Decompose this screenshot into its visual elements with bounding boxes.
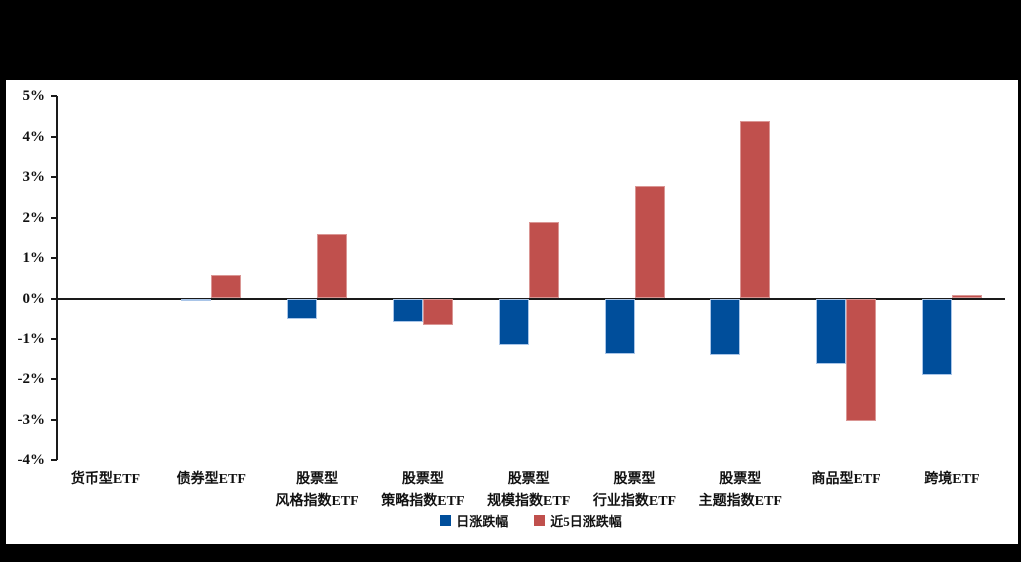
x-axis-category-label: 股票型 规模指数ETF [487, 472, 571, 509]
bar-5day-change-7 [846, 298, 877, 422]
y-axis-tick [51, 257, 57, 260]
bar-day-change-3 [392, 298, 423, 323]
x-axis-category-label: 股票型 主题指数ETF [698, 472, 782, 509]
y-axis-tick [51, 216, 57, 219]
bar-day-change-1 [181, 298, 212, 301]
x-axis-category-label: 股票型 策略指数ETF [381, 472, 465, 509]
legend-swatch-5day-change [534, 515, 546, 526]
plot-area: 5% 4% 3% 2% 1% 0% -1% -2% -3% -4% 货币型ETF 债券型ETF 股票型 … [6, 80, 1018, 544]
bar-5day-change-3 [422, 298, 453, 325]
legend: 日涨跌幅 近5日涨跌幅 [57, 511, 1005, 530]
x-axis-category-label: 商品型ETF [811, 472, 881, 487]
y-axis-tick-label: -4% [17, 452, 46, 469]
legend-label-day-change: 日涨跌幅 [456, 514, 509, 529]
y-axis-tick [51, 135, 57, 138]
x-axis-category-label: 跨境ETF [924, 472, 980, 487]
x-axis-category-label: 债券型ETF [176, 472, 246, 487]
chart-panel: 5% 4% 3% 2% 1% 0% -1% -2% -3% -4% 货币型ETF 债券型ETF 股票型 … [6, 80, 1018, 544]
bar-5day-change-5 [634, 186, 665, 299]
bar-5day-change-1 [211, 275, 242, 299]
bar-5day-change-6 [740, 121, 771, 299]
y-axis-tick-label: -1% [17, 330, 46, 347]
y-axis-tick-label: 1% [22, 250, 46, 267]
bar-5day-change-4 [528, 222, 559, 299]
y-axis-tick [51, 297, 57, 300]
bar-day-change-2 [287, 298, 318, 319]
y-axis-tick-label: 2% [22, 209, 46, 226]
y-axis-tick-label: -2% [17, 371, 46, 388]
legend-item-day-change: 日涨跌幅 [440, 511, 508, 530]
x-axis-category-label: 货币型ETF [70, 472, 141, 487]
bar-day-change-6 [710, 298, 741, 355]
y-axis-tick [51, 95, 57, 98]
y-axis-tick [51, 378, 57, 381]
x-axis-category-label: 股票型 行业指数ETF [592, 472, 677, 509]
y-axis-tick [51, 459, 57, 462]
y-axis-tick-label: 0% [22, 290, 46, 307]
y-axis-tick-label: 3% [22, 169, 46, 186]
y-axis-line [56, 96, 58, 461]
zero-line [57, 297, 1005, 300]
y-axis-tick [51, 176, 57, 179]
legend-label-5day-change: 近5日涨跌幅 [550, 514, 622, 529]
y-axis-tick-label: -3% [17, 411, 46, 428]
y-axis-tick-label: 4% [22, 128, 46, 145]
bar-5day-change-8 [951, 294, 982, 299]
bar-5day-change-2 [317, 233, 348, 299]
bar-day-change-5 [604, 298, 635, 355]
legend-swatch-day-change [440, 515, 452, 526]
bar-day-change-7 [816, 298, 847, 364]
legend-item-5day-change: 近5日涨跌幅 [534, 511, 622, 530]
y-axis-tick [51, 418, 57, 421]
bar-day-change-8 [921, 298, 952, 375]
bar-day-change-4 [498, 298, 529, 346]
x-axis-category-label: 股票型 风格指数ETF [275, 472, 359, 509]
y-axis-tick [51, 337, 57, 340]
y-axis-tick-label: 5% [22, 88, 46, 105]
